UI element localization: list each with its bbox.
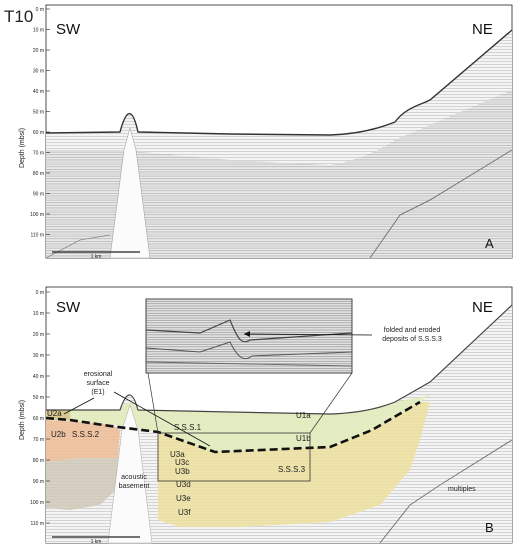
- depth-tick-label: 100 m: [30, 500, 44, 506]
- depth-tick-label: 10 m: [33, 28, 44, 34]
- panel-b-depth-axis: 0 m 10 m 20 m 30 m 40 m 50 m 60 m 70 m 80 m 90 m 1…: [30, 290, 50, 527]
- depth-tick-label: 110 m: [30, 521, 44, 527]
- panel-b-basement: [107, 404, 153, 544]
- depth-tick-label: 110 m: [30, 233, 44, 239]
- panel-a-sw-label: SW: [56, 21, 81, 38]
- erosional-label-1: erosional: [84, 371, 113, 378]
- depth-tick-label: 60 m: [33, 416, 44, 422]
- folded-label-2: deposits of S.S.S.3: [382, 336, 442, 343]
- unit-u3-area: [158, 402, 430, 527]
- figure-id: T10: [4, 7, 33, 26]
- inset-source-box: [157, 432, 311, 482]
- erosional-surface-e1: [45, 400, 421, 454]
- depth-tick-label: 90 m: [33, 479, 44, 485]
- label-u1b: U1b: [296, 434, 311, 443]
- label-u3a: U3a: [170, 450, 185, 459]
- unit-u2b-area: [46, 420, 120, 462]
- erosional-label-2: surface: [87, 380, 110, 387]
- panel-b-multiple: [379, 439, 513, 544]
- panel-b-scale-label: 1 km: [91, 539, 102, 545]
- label-u3f: U3f: [178, 508, 191, 517]
- label-sss1: S.S.S.1: [174, 423, 202, 432]
- label-u2b: U2b: [51, 430, 66, 439]
- folded-arrow: [243, 333, 373, 336]
- depth-tick-label: 50 m: [33, 395, 44, 401]
- panel-a-deep-reflectors: [46, 90, 512, 258]
- depth-tick-label: 70 m: [33, 437, 44, 443]
- inset-connector-left: [147, 372, 159, 434]
- panel-a-depth-axis: 0 m 10 m 20 m 30 m 40 m 50 m 60 m 70 m 80 m 90 m 1…: [30, 7, 50, 239]
- panel-a-basement: [109, 127, 151, 259]
- panel-b-axis-label: Depth (mbsl): [19, 400, 26, 440]
- depth-tick-label: 100 m: [30, 212, 44, 218]
- label-sss2: S.S.S.2: [72, 430, 100, 439]
- label-u3c: U3c: [175, 458, 189, 467]
- folded-label-1: folded and eroded: [384, 327, 441, 334]
- panel-b: SW NE B U1a U1b U2a U2b U3a U3b U3c U3d …: [19, 286, 513, 545]
- depth-tick-label: 60 m: [33, 130, 44, 136]
- acoustic-label-2: basement: [119, 483, 150, 490]
- folded-arrow-head: [244, 331, 250, 337]
- panel-a-scale-label: 1 km: [91, 254, 102, 260]
- depth-tick-label: 80 m: [33, 458, 44, 464]
- panel-a: SW NE A 0 m 10 m 20 m 30 m 40 m 50 m 60 m 70 m 8…: [19, 4, 513, 260]
- inset-reflector-2: [145, 341, 353, 360]
- unit-u2-lower-area: [46, 458, 118, 510]
- depth-tick-label: 0 m: [36, 7, 44, 13]
- label-u2a: U2a: [47, 409, 62, 418]
- panel-a-ne-label: NE: [472, 21, 493, 38]
- depth-tick-label: 10 m: [33, 311, 44, 317]
- unit-u1-area: [46, 395, 430, 452]
- depth-tick-label: 80 m: [33, 171, 44, 177]
- panel-a-seafloor: [45, 29, 513, 136]
- panel-a-axis-label: Depth (mbsl): [19, 128, 26, 168]
- inset-connector-right: [309, 372, 353, 434]
- label-u1a: U1a: [296, 411, 311, 420]
- panel-a-multiple: [369, 149, 513, 259]
- panel-b-letter: B: [485, 520, 494, 535]
- depth-tick-label: 30 m: [33, 69, 44, 75]
- inset-reflector-3: [145, 361, 353, 367]
- erosional-label-3: (E1): [91, 389, 104, 396]
- erosional-arrow-right: [113, 391, 211, 447]
- depth-tick-label: 30 m: [33, 353, 44, 359]
- depth-tick-label: 90 m: [33, 192, 44, 198]
- multiples-label: multiples: [448, 486, 476, 493]
- depth-tick-label: 70 m: [33, 151, 44, 157]
- panel-b-sw-label: SW: [56, 299, 81, 316]
- depth-tick-label: 0 m: [36, 290, 44, 296]
- depth-tick-label: 20 m: [33, 48, 44, 54]
- inset-reflector-1: [145, 319, 353, 343]
- erosional-arrow-left: [63, 397, 95, 415]
- label-u3b: U3b: [175, 467, 190, 476]
- label-u3e: U3e: [176, 494, 191, 503]
- label-u3d: U3d: [176, 480, 191, 489]
- depth-tick-label: 50 m: [33, 110, 44, 116]
- panel-b-ne-label: NE: [472, 299, 493, 316]
- panel-a-letter: A: [485, 236, 494, 251]
- acoustic-label-1: acoustic: [121, 474, 147, 481]
- depth-tick-label: 20 m: [33, 332, 44, 338]
- depth-tick-label: 40 m: [33, 374, 44, 380]
- label-sss3: S.S.S.3: [278, 465, 306, 474]
- depth-tick-label: 40 m: [33, 89, 44, 95]
